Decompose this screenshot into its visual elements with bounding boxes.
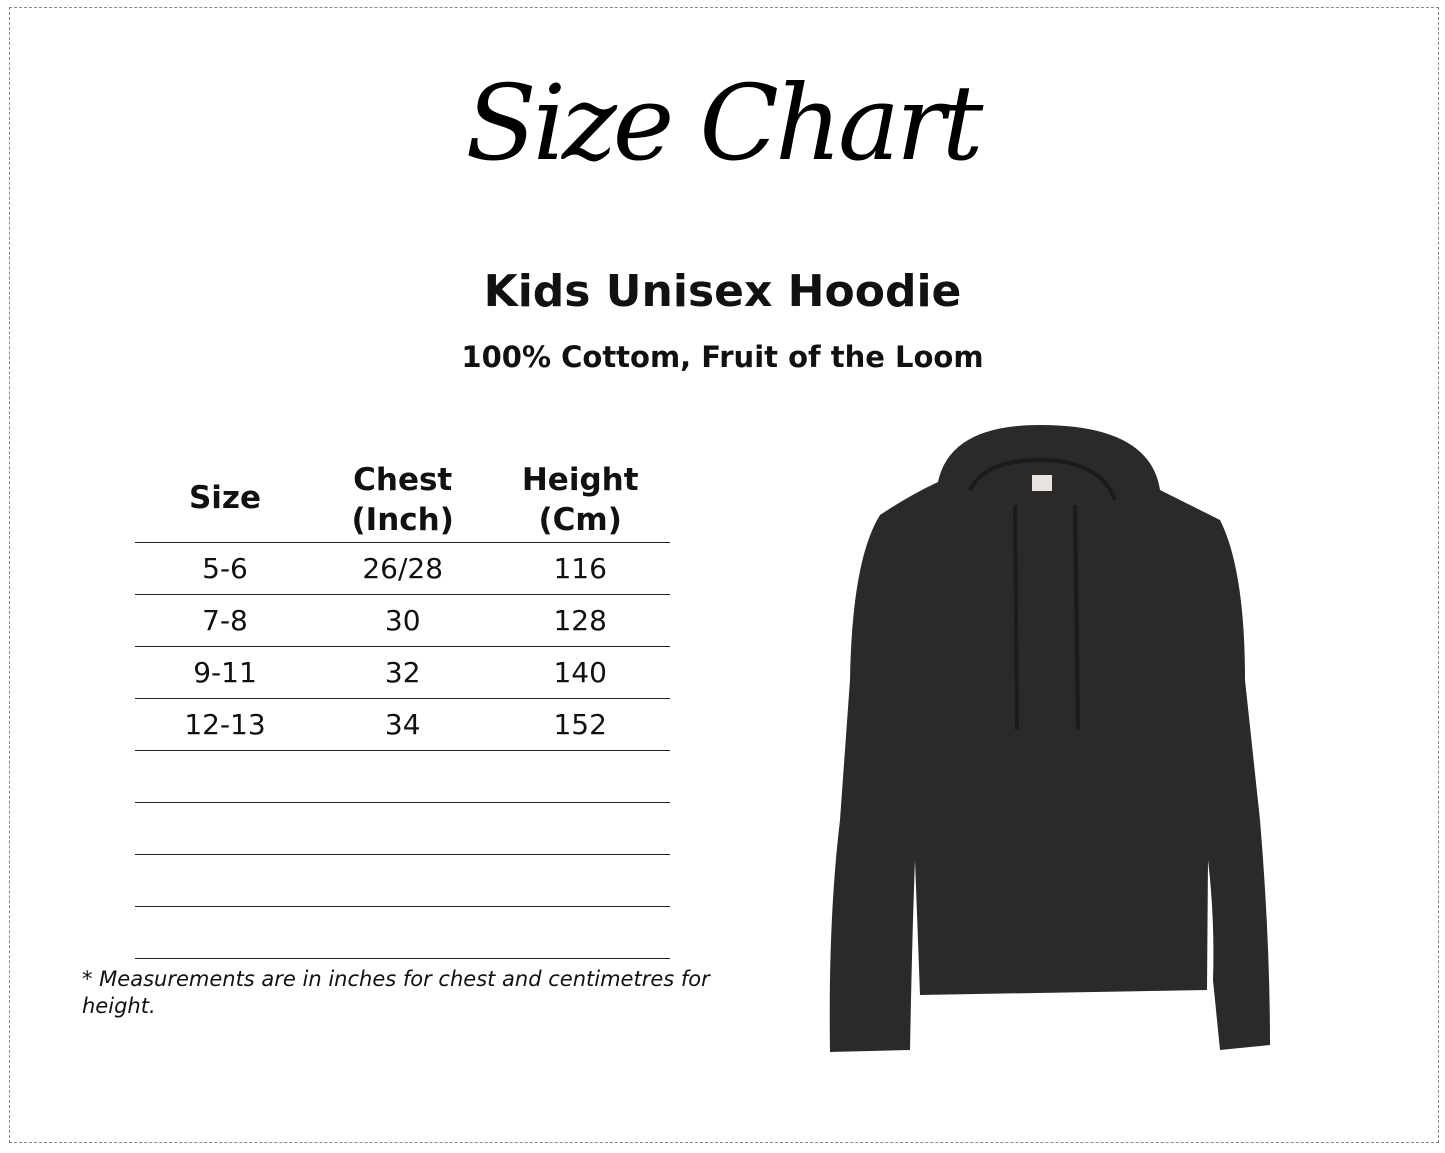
- cell-height: 140: [490, 646, 670, 699]
- header-chest: Chest (Inch): [315, 455, 491, 543]
- cell-size: 12-13: [135, 698, 315, 751]
- table-row: 9-11 32 140: [135, 646, 670, 699]
- cell-chest: 30: [315, 594, 491, 647]
- page-border: [9, 7, 1439, 1143]
- table-row: 5-6 26/28 116: [135, 542, 670, 595]
- cell-height: [490, 802, 670, 855]
- table-row: 12-13 34 152: [135, 698, 670, 751]
- cell-chest: 26/28: [315, 542, 491, 595]
- hoodie-image: [829, 425, 1270, 1052]
- cell-chest: 34: [315, 698, 491, 751]
- table-row: [135, 854, 670, 907]
- cell-height: [490, 750, 670, 803]
- cell-chest: [315, 854, 491, 907]
- cell-size: 5-6: [135, 542, 315, 595]
- cell-size: 7-8: [135, 594, 315, 647]
- header-height: Height (Cm): [490, 455, 670, 543]
- cell-height: [490, 906, 670, 959]
- product-title: Kids Unisex Hoodie: [483, 266, 962, 317]
- cell-chest: [315, 802, 491, 855]
- table-row: [135, 802, 670, 855]
- cell-chest: [315, 750, 491, 803]
- size-chart-logo: Size Chart: [465, 62, 984, 184]
- cell-chest: 32: [315, 646, 491, 699]
- cell-size: [135, 802, 315, 855]
- cell-height: 152: [490, 698, 670, 751]
- size-table: Size Chest (Inch) Height (Cm) 5-6 26/28 11…: [135, 455, 670, 959]
- measurement-note: * Measurements are in inches for chest a…: [82, 967, 710, 1018]
- cell-size: [135, 750, 315, 803]
- cell-size: [135, 906, 315, 959]
- table-row: 7-8 30 128: [135, 594, 670, 647]
- cell-height: [490, 854, 670, 907]
- cell-height: 128: [490, 594, 670, 647]
- table-row: [135, 906, 670, 959]
- cell-height: 116: [490, 542, 670, 595]
- product-subtitle: 100% Cottom, Fruit of the Loom: [461, 340, 984, 374]
- cell-size: [135, 854, 315, 907]
- cell-chest: [315, 906, 491, 959]
- header-size: Size: [135, 455, 315, 543]
- cell-size: 9-11: [135, 646, 315, 699]
- table-row: [135, 750, 670, 803]
